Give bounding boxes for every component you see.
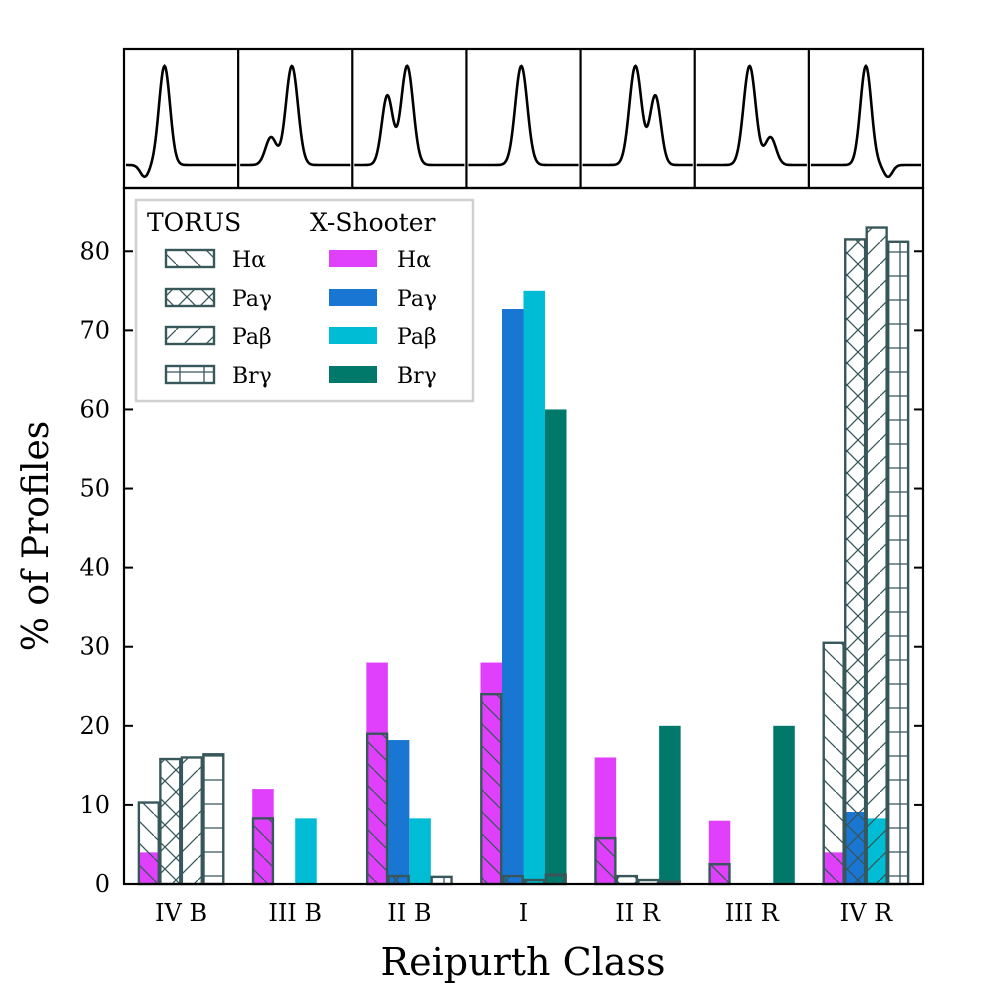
torus-bar-brgamma-iv-r	[887, 240, 910, 886]
legend-swatch-xshooter-brgamma	[329, 366, 377, 383]
legend-swatch-torus-halpha	[164, 248, 216, 269]
x-tick-label-ii-b: II B	[387, 899, 431, 927]
line-profile-ii-b	[354, 64, 465, 167]
y-tick-label: 10	[79, 791, 110, 819]
xshooter-bar-brgamma-iii-r	[773, 725, 795, 884]
x-tick-label-iii-b: III B	[268, 899, 322, 927]
x-tick-label-iii-r: III R	[725, 899, 780, 927]
y-tick-label: 20	[79, 712, 110, 740]
line-profile-iii-r	[696, 64, 807, 167]
line-profile-iii-b	[240, 64, 351, 167]
y-tick-label: 30	[79, 633, 110, 661]
xshooter-bar-pabeta-i	[523, 290, 545, 884]
torus-bar-brgamma-iv-b	[202, 753, 225, 886]
y-tick-label: 70	[79, 316, 110, 344]
torus-bar-pagamma-iv-r	[844, 238, 867, 886]
legend-entries: Hα Paγ Paβ Brγ Hα Paγ Paβ Brγ	[164, 248, 437, 389]
torus-bar-pabeta-iv-b	[180, 756, 203, 886]
xshooter-bar-pabeta-iii-b	[295, 818, 317, 884]
line-profile-iv-r	[810, 64, 921, 179]
y-tick-label: 0	[95, 870, 110, 898]
torus-bar-brgamma-i	[544, 873, 567, 886]
line-profile-iv-b	[126, 64, 237, 179]
x-tick-label-ii-r: II R	[615, 899, 661, 927]
legend: TORUS X-Shooter Hα Paγ Paβ Brγ Hα Paγ Paβ Brγ	[134, 198, 475, 403]
torus-bar-halpha-iii-b	[251, 817, 275, 886]
legend-swatch-xshooter-pagamma	[329, 289, 377, 306]
line-profile-strip	[126, 49, 921, 188]
y-tick-label: 60	[79, 395, 110, 423]
torus-bar-pagamma-iv-b	[159, 757, 182, 886]
torus-bar-halpha-iii-r	[708, 863, 731, 886]
x-tick-label-i: I	[519, 899, 528, 927]
torus-bar-halpha-ii-r	[594, 836, 617, 886]
line-profile-ii-r	[582, 64, 693, 167]
y-tick-label: 80	[79, 237, 110, 265]
x-tick-label-iv-r: IV R	[840, 899, 893, 927]
legend-label-xshooter-pagamma: Paγ	[397, 287, 437, 312]
legend-swatch-torus-pabeta	[164, 325, 216, 346]
legend-label-torus-halpha: Hα	[232, 248, 266, 273]
legend-swatch-xshooter-pabeta	[329, 327, 377, 344]
torus-bar-pagamma-ii-r	[615, 874, 639, 886]
line-profile-i	[468, 64, 579, 167]
legend-label-torus-brgamma: Brγ	[232, 364, 272, 389]
legend-swatch-torus-pagamma	[164, 287, 216, 308]
x-axis-label: Reipurth Class	[381, 940, 666, 984]
xshooter-bar-brgamma-ii-r	[659, 725, 681, 884]
y-axis-label: % of Profiles	[16, 421, 57, 652]
xshooter-bar-pagamma-i	[502, 309, 524, 884]
torus-bar-halpha-i	[480, 692, 503, 886]
legend-label-torus-pabeta: Paβ	[232, 325, 272, 350]
legend-label-torus-pagamma: Paγ	[232, 287, 272, 312]
x-tick-label-iv-b: IV B	[155, 899, 207, 927]
legend-swatch-xshooter-halpha	[329, 250, 377, 267]
xshooter-bar-brgamma-i	[545, 409, 567, 884]
torus-bar-halpha-ii-b	[365, 732, 389, 886]
torus-bar-halpha-iv-b	[137, 801, 160, 886]
legend-title-torus: TORUS	[147, 208, 241, 237]
legend-label-xshooter-pabeta: Paβ	[397, 325, 437, 350]
legend-label-xshooter-halpha: Hα	[397, 248, 431, 273]
legend-label-xshooter-brgamma: Brγ	[397, 364, 437, 389]
torus-bar-pagamma-i	[501, 874, 524, 886]
plot-frame	[122, 186, 925, 886]
torus-bar-pabeta-iv-r	[865, 226, 888, 886]
torus-bar-pagamma-ii-b	[387, 874, 410, 886]
y-tick-label: 40	[79, 554, 110, 582]
legend-title-xshooter: X-Shooter	[310, 208, 436, 237]
xshooter-bar-pabeta-ii-b	[409, 818, 431, 884]
torus-bar-halpha-iv-r	[822, 641, 845, 886]
legend-swatch-torus-brgamma	[164, 364, 216, 385]
xshooter-bar-pagamma-ii-b	[387, 740, 410, 884]
y-tick-label: 50	[79, 475, 110, 503]
